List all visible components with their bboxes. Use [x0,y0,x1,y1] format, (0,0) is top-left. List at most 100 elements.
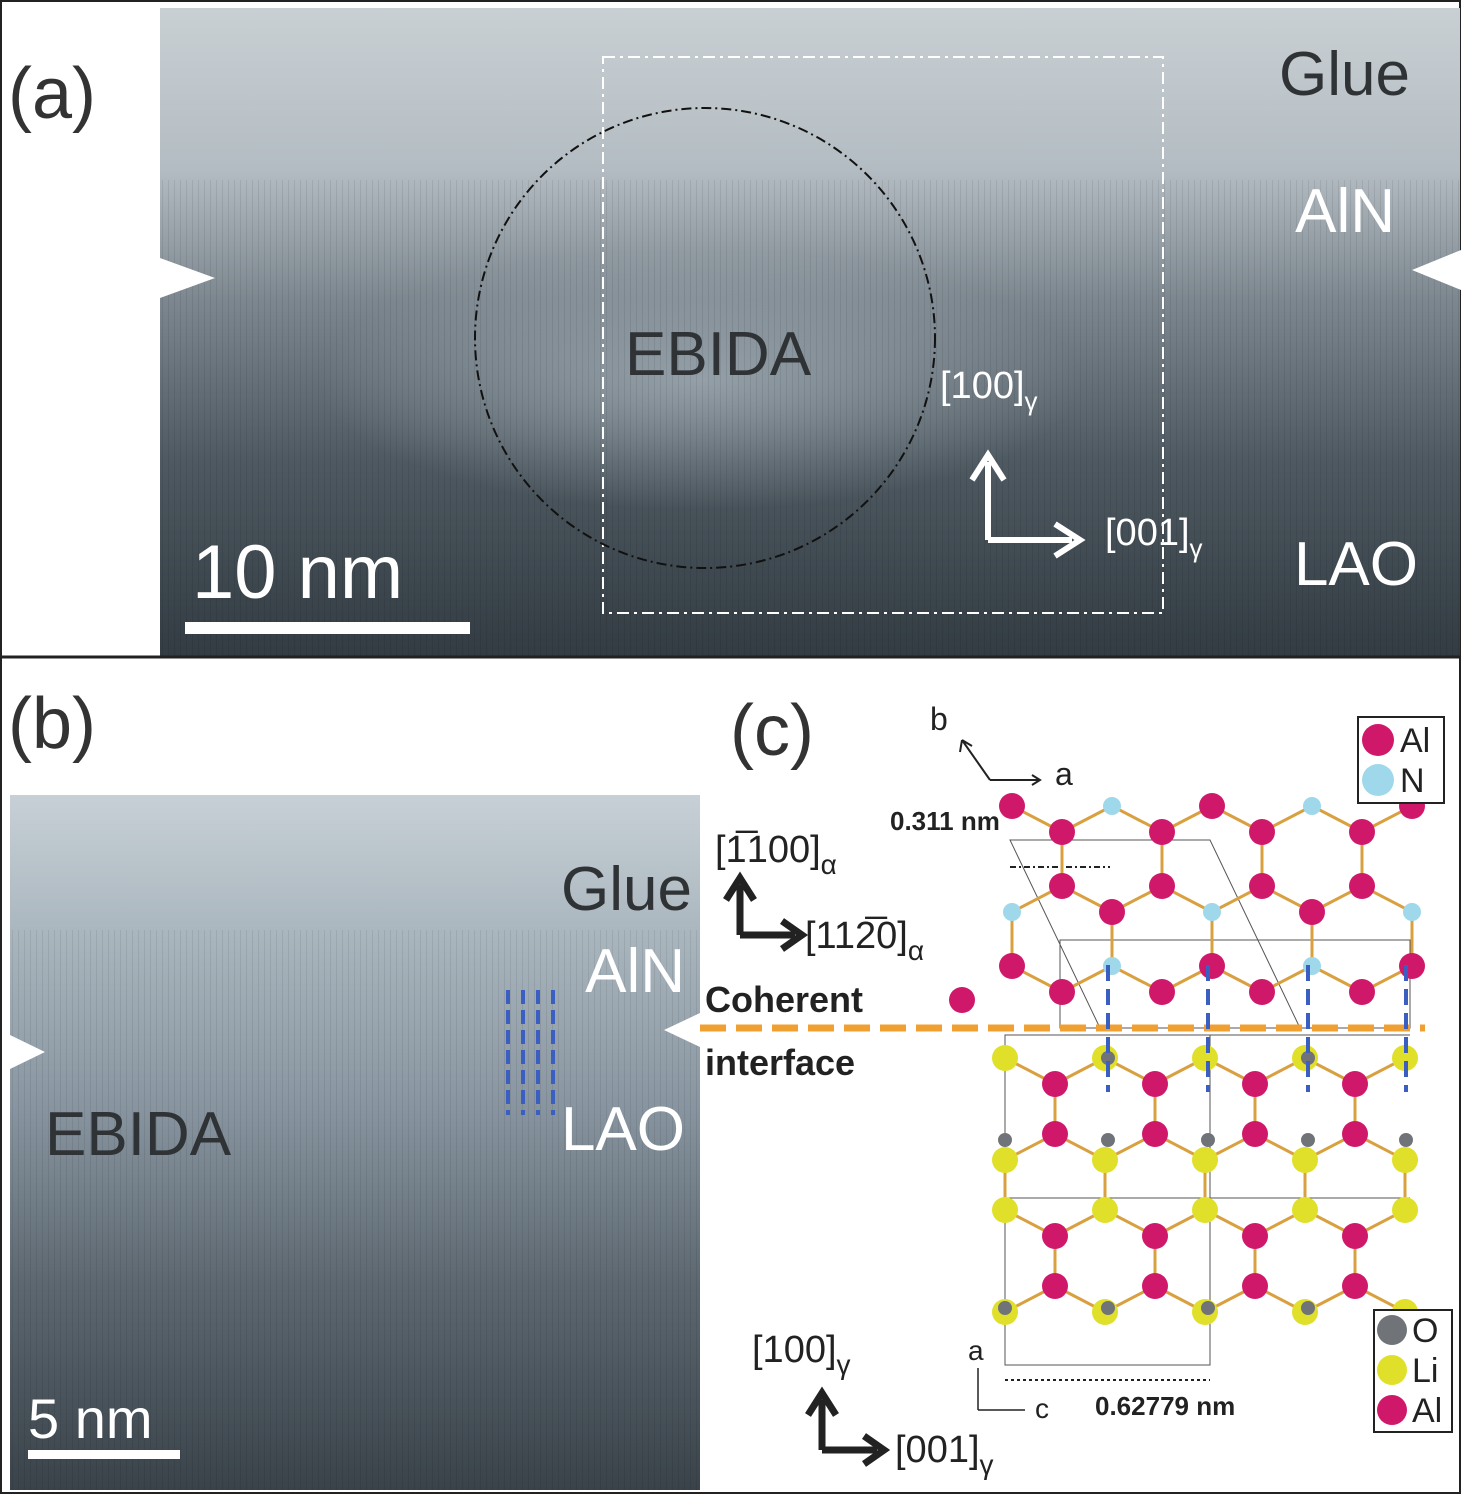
atom [1092,1147,1118,1173]
axis-letter: a [1055,756,1073,792]
atom [1003,903,1021,921]
atom [1342,1121,1368,1147]
atom [1242,1121,1268,1147]
direction-label: [001]γ [895,1429,994,1480]
atom [1042,1071,1068,1097]
atom [1149,819,1175,845]
atom [1099,899,1125,925]
atom [1192,1147,1218,1173]
atom [992,1197,1018,1223]
atom [1199,793,1225,819]
atom [1092,1197,1118,1223]
atom [999,953,1025,979]
panel-b: (b) Glue AlN EBIDA LAO 5 nm [8,684,700,1490]
axis-letter: b [930,701,948,737]
atom [949,987,975,1013]
atom [1299,899,1325,925]
atom [1142,1223,1168,1249]
layer-label: Glue [561,855,692,924]
atom [1103,797,1121,815]
legend-swatch [1377,1315,1407,1345]
atom [1103,957,1121,975]
atom [1199,953,1225,979]
scale-label: 10 nm [192,530,403,615]
atom [1403,903,1421,921]
atom [992,1147,1018,1173]
crystal-axes [978,1368,1025,1410]
atom [1342,1223,1368,1249]
atom [1242,1071,1268,1097]
spacing-label: 0.62779 nm [1095,1391,1235,1421]
atom [1049,819,1075,845]
atom [999,793,1025,819]
region-label: EBIDA [45,1100,232,1169]
atom [1342,1071,1368,1097]
panel-a: (a) Glue AlN EBIDA LAO [100]γ [001]γ 10 … [0,8,1461,657]
atom [1201,1133,1215,1147]
legend-swatch [1377,1395,1407,1425]
direction-label: [100]γ [752,1329,851,1380]
scale-bar [185,622,470,634]
legend-swatch [1362,764,1394,796]
atom [1142,1071,1168,1097]
spacing-label: 0.311 nm [890,806,1000,836]
atom [1399,1133,1413,1147]
atom [1249,819,1275,845]
legend-label: Li [1412,1352,1438,1390]
layer-label: AlN [1295,177,1395,246]
layer-label: Glue [1279,40,1410,109]
atom [1249,979,1275,1005]
atom [1301,1133,1315,1147]
direction-label: [1̅100]α [715,829,837,880]
atom [1242,1223,1268,1249]
atom [1049,873,1075,899]
atom [1149,873,1175,899]
direction-label: [112̅0]α [805,915,924,966]
panel-label: (b) [8,684,96,764]
atom [1399,953,1425,979]
atom [1201,1301,1215,1315]
figure: (a) Glue AlN EBIDA LAO [100]γ [001]γ 10 … [0,0,1461,1494]
interface-label: Coherent [705,979,863,1020]
panel-label: (c) [730,691,814,771]
atom [1292,1147,1318,1173]
atom [1342,1273,1368,1299]
legend-swatch [1362,724,1394,756]
atom [1392,1147,1418,1173]
layer-label: LAO [561,1095,685,1164]
atom [1303,957,1321,975]
legend-label: Al [1400,722,1430,760]
atom [998,1301,1012,1315]
atom [1042,1121,1068,1147]
legend-label: N [1400,762,1425,800]
legend-swatch [1377,1355,1407,1385]
atom [1192,1045,1218,1071]
direction-arrows [726,878,802,949]
atom [998,1133,1012,1147]
direction-arrows [808,1393,884,1464]
atom [1392,1197,1418,1223]
atom [1203,903,1221,921]
atom [1042,1223,1068,1249]
atom [992,1045,1018,1071]
panel-label: (a) [8,54,96,134]
lattice [949,793,1425,1365]
legend-label: Al [1412,1392,1442,1430]
crystal-axes [960,740,1040,785]
axis-letter: c [1035,1393,1049,1424]
atom [1149,979,1175,1005]
layer-label: LAO [1294,530,1418,599]
atom [1049,979,1075,1005]
atom [1292,1197,1318,1223]
atom [1301,1301,1315,1315]
region-label: EBIDA [625,320,812,389]
layer-label: AlN [585,937,685,1006]
axis-letter: a [968,1335,984,1366]
scale-bar [28,1450,180,1459]
atom [1349,873,1375,899]
scale-label: 5 nm [28,1387,153,1450]
interface-label: interface [705,1042,855,1083]
atom [1101,1301,1115,1315]
atom [1349,979,1375,1005]
panel-c: (c) b a 0.311 nm [1̅100]α [112̅0]α Coher… [700,691,1452,1480]
